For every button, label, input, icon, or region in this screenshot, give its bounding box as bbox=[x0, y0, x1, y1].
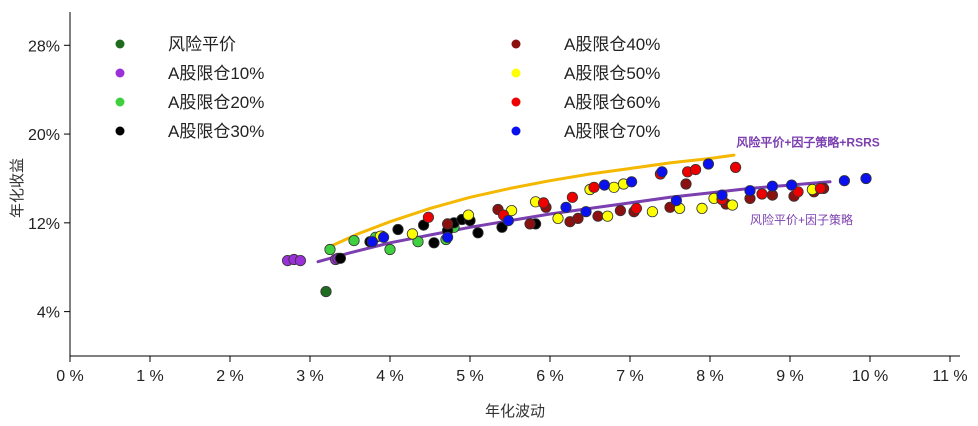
x-tick-label: 6 % bbox=[536, 368, 564, 385]
data-point bbox=[294, 255, 306, 267]
x-tick-label: 2 % bbox=[216, 368, 244, 385]
data-point bbox=[614, 205, 627, 217]
y-tick-label: 28% bbox=[28, 38, 60, 55]
legend-label: A股限仓10% bbox=[168, 64, 264, 83]
legend-marker bbox=[511, 39, 521, 49]
legend-label: A股限仓60% bbox=[564, 93, 660, 112]
legend-label: A股限仓20% bbox=[168, 93, 264, 112]
x-tick-label: 10 % bbox=[852, 368, 888, 385]
curve-annotation: 风险平价+因子策略 bbox=[750, 212, 853, 227]
legend-label: A股限仓70% bbox=[564, 122, 660, 141]
data-point bbox=[472, 227, 484, 239]
legend-marker bbox=[511, 126, 521, 136]
legend-label: A股限仓50% bbox=[564, 64, 660, 83]
data-point bbox=[441, 231, 454, 243]
data-point bbox=[592, 210, 604, 222]
data-point bbox=[428, 237, 440, 249]
data-points bbox=[281, 158, 872, 298]
x-tick-label: 0 % bbox=[56, 368, 84, 385]
legend-marker bbox=[115, 97, 125, 107]
fit-curves bbox=[316, 153, 832, 264]
legend-marker bbox=[115, 68, 125, 78]
data-point bbox=[412, 236, 424, 248]
x-tick-label: 4 % bbox=[376, 368, 404, 385]
x-tick-label: 5 % bbox=[456, 368, 484, 385]
data-point bbox=[580, 206, 592, 218]
data-point bbox=[441, 218, 454, 230]
data-point bbox=[384, 243, 396, 256]
y-ticks: 4% 12% 20% 28% bbox=[28, 38, 70, 322]
data-point bbox=[348, 235, 360, 247]
data-point bbox=[646, 206, 659, 218]
data-point bbox=[814, 182, 827, 194]
x-tick-label: 3 % bbox=[296, 368, 324, 385]
data-point bbox=[702, 158, 715, 170]
data-point bbox=[670, 195, 683, 207]
data-point bbox=[860, 172, 872, 185]
data-point bbox=[729, 161, 742, 173]
data-point bbox=[785, 179, 798, 191]
data-point bbox=[838, 175, 851, 187]
data-point bbox=[601, 210, 614, 222]
data-point bbox=[320, 285, 332, 298]
x-axis-label: 年化波动 bbox=[485, 402, 545, 420]
x-tick-label: 11 % bbox=[932, 368, 967, 385]
data-point bbox=[696, 202, 708, 214]
data-point bbox=[689, 164, 702, 176]
data-point bbox=[324, 243, 336, 256]
data-point bbox=[744, 185, 756, 197]
data-point bbox=[588, 181, 600, 193]
data-point bbox=[552, 212, 564, 224]
legend: 风险平价 A股限仓10% A股限仓20% A股限仓30% A股限仓40% A股限仓50% A… bbox=[115, 35, 660, 141]
data-point bbox=[598, 179, 611, 191]
data-point bbox=[630, 202, 643, 214]
x-tick-label: 9 % bbox=[776, 368, 804, 385]
data-point bbox=[716, 189, 728, 201]
data-point bbox=[334, 252, 346, 264]
data-point bbox=[560, 201, 572, 213]
y-tick-label: 20% bbox=[28, 127, 60, 144]
y-tick-label: 4% bbox=[37, 305, 60, 322]
legend-marker bbox=[115, 126, 125, 136]
fit-curve-0 bbox=[324, 153, 736, 250]
legend-marker bbox=[511, 68, 521, 78]
data-point bbox=[392, 223, 404, 236]
x-tick-label: 1 % bbox=[136, 368, 164, 385]
data-point bbox=[422, 211, 434, 223]
y-tick-label: 12% bbox=[28, 216, 60, 233]
data-point bbox=[537, 197, 550, 209]
legend-marker bbox=[511, 97, 521, 107]
x-ticks: 0 % 1 % 2 % 3 % 4 % 5 % 6 % 7 % 8 % 9 % 10 % 11 % bbox=[56, 356, 968, 385]
data-point bbox=[502, 215, 514, 227]
data-point bbox=[377, 231, 390, 243]
data-point bbox=[566, 191, 579, 203]
data-point bbox=[366, 236, 378, 248]
x-tick-label: 8 % bbox=[696, 368, 724, 385]
x-tick-label: 7 % bbox=[616, 368, 644, 385]
data-point bbox=[656, 166, 668, 178]
data-point bbox=[462, 209, 474, 221]
legend-label: A股限仓30% bbox=[168, 122, 264, 141]
data-point bbox=[572, 212, 584, 224]
y-axis-label: 年化收益 bbox=[8, 158, 26, 218]
data-point bbox=[680, 178, 692, 190]
legend-label: 风险平价 bbox=[168, 35, 236, 54]
data-point bbox=[726, 199, 739, 211]
curve-annotations: 风险平价+因子策略+RSRS 风险平价+因子策略 bbox=[736, 134, 879, 227]
data-point bbox=[625, 176, 638, 188]
data-point bbox=[756, 188, 768, 200]
data-point bbox=[608, 181, 620, 193]
grid-area bbox=[69, 12, 960, 357]
legend-marker bbox=[115, 39, 125, 49]
data-point bbox=[524, 218, 536, 230]
data-point bbox=[766, 180, 779, 192]
data-point bbox=[406, 228, 418, 240]
curve-annotation: 风险平价+因子策略+RSRS bbox=[736, 134, 879, 149]
legend-label: A股限仓40% bbox=[564, 35, 660, 54]
